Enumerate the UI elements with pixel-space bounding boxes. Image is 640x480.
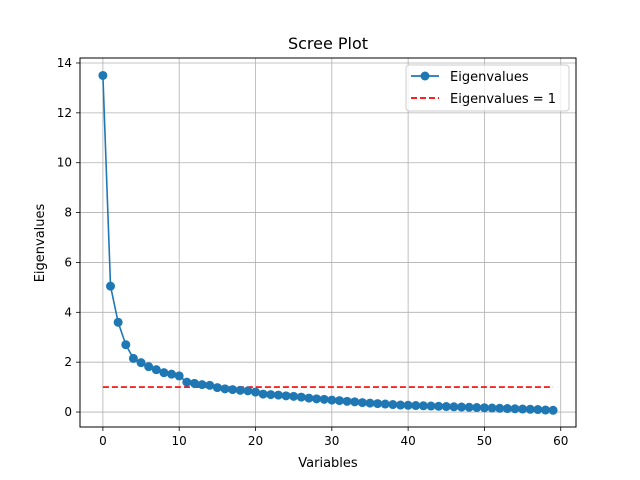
eigenvalue-point: [327, 395, 337, 405]
eigenvalue-point: [373, 399, 383, 409]
eigenvalue-point: [296, 392, 306, 402]
x-tick-label: 50: [477, 434, 492, 448]
eigenvalue-point: [98, 70, 108, 80]
eigenvalue-point: [273, 390, 283, 400]
eigenvalue-point: [533, 405, 543, 415]
legend-marker-eigenvalues: [420, 71, 430, 81]
eigenvalue-point: [205, 380, 215, 390]
eigenvalue-point: [174, 371, 184, 381]
eigenvalue-point: [342, 396, 352, 406]
eigenvalue-point: [106, 281, 116, 291]
chart-title: Scree Plot: [288, 34, 368, 53]
y-tick-label: 8: [64, 206, 72, 220]
eigenvalue-point: [228, 385, 238, 395]
eigenvalue-point: [281, 391, 291, 401]
eigenvalue-point: [121, 340, 131, 350]
legend: Eigenvalues Eigenvalues = 1: [405, 64, 570, 112]
eigenvalue-point: [502, 404, 512, 414]
eigenvalue-point: [159, 368, 169, 378]
axis-ticks: 0 10 20 30 40 50 60 0 2 4 6 8 10 12 14: [57, 56, 569, 448]
eigenvalue-point: [380, 399, 390, 409]
eigenvalue-point: [441, 402, 451, 412]
eigenvalue-point: [395, 400, 405, 410]
eigenvalue-point: [350, 397, 360, 407]
eigenvalue-point: [128, 353, 138, 363]
eigenvalue-point: [540, 405, 550, 415]
eigenvalue-point: [403, 400, 413, 410]
eigenvalue-point: [113, 317, 123, 327]
eigenvalue-point: [518, 404, 528, 414]
series-layer: [98, 70, 558, 415]
eigenvalue-point: [334, 396, 344, 406]
eigenvalue-point: [167, 369, 177, 379]
eigenvalue-point: [258, 389, 268, 399]
eigenvalue-point: [357, 398, 367, 408]
eigenvalue-point: [457, 402, 467, 412]
eigenvalue-point: [388, 400, 398, 410]
eigenvalue-point: [548, 405, 558, 415]
eigenvalue-point: [479, 403, 489, 413]
x-axis-label: Variables: [298, 456, 358, 471]
eigenvalue-point: [189, 378, 199, 388]
eigenvalue-point: [525, 404, 535, 414]
eigenvalue-point: [266, 390, 276, 400]
grid-lines: [80, 58, 576, 427]
eigenvalue-point: [251, 387, 261, 397]
eigenvalue-point: [197, 380, 207, 390]
eigenvalue-point: [411, 401, 421, 411]
eigenvalue-point: [136, 358, 146, 368]
x-tick-label: 10: [172, 434, 187, 448]
y-tick-label: 10: [57, 156, 72, 170]
eigenvalue-point: [151, 365, 161, 375]
y-tick-label: 6: [64, 255, 72, 269]
y-tick-label: 2: [64, 355, 72, 369]
eigenvalue-point: [449, 402, 459, 412]
y-tick-label: 4: [64, 305, 72, 319]
eigenvalue-point: [319, 394, 329, 404]
legend-label-threshold: Eigenvalues = 1: [450, 92, 556, 107]
eigenvalue-point: [243, 386, 253, 396]
eigenvalue-point: [235, 385, 245, 395]
eigenvalue-point: [464, 402, 474, 412]
eigenvalue-point: [426, 401, 436, 411]
x-tick-label: 20: [248, 434, 263, 448]
y-tick-label: 14: [57, 56, 72, 70]
eigenvalue-point: [312, 394, 322, 404]
plot-frame: [79, 57, 577, 428]
eigenvalue-point: [418, 401, 428, 411]
eigenvalue-point: [289, 391, 299, 401]
eigenvalue-point: [212, 383, 222, 393]
eigenvalue-point: [487, 403, 497, 413]
eigenvalue-point: [510, 404, 520, 414]
legend-box: [405, 64, 570, 112]
x-tick-label: 0: [99, 434, 107, 448]
eigenvalue-point: [434, 401, 444, 411]
y-axis-label: Eigenvalues: [33, 203, 48, 282]
eigenvalue-point: [304, 393, 314, 403]
legend-label-eigenvalues: Eigenvalues: [450, 70, 529, 85]
eigenvalue-point: [182, 377, 192, 387]
y-tick-label: 12: [57, 106, 72, 120]
eigenvalue-point: [220, 384, 230, 394]
eigenvalue-point: [472, 403, 482, 413]
eigenvalue-point: [365, 398, 375, 408]
eigenvalue-point: [495, 403, 505, 413]
x-tick-label: 30: [324, 434, 339, 448]
y-tick-label: 0: [64, 405, 72, 419]
eigenvalue-point: [144, 362, 154, 372]
x-tick-label: 60: [553, 434, 568, 448]
x-tick-label: 40: [400, 434, 415, 448]
